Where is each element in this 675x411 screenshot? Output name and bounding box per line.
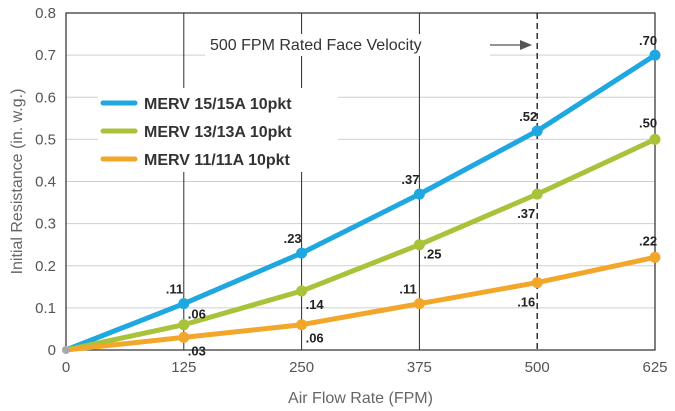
data-label: .11 [166,282,183,297]
x-tick-label: 125 [171,359,196,376]
y-axis-label: Initial Resistance (in. w.g.) [9,89,26,275]
x-tick-label: 625 [642,359,667,376]
series-line [63,136,658,353]
data-labels: .11 .23 .37 .52 .70 .06 .14 .25 .37 .50 .03 .06 .11.… [166,33,657,358]
x-tick-label: 0 [62,359,70,376]
data-point [413,239,425,251]
legend-label: MERV 11/11A 10pkt [144,152,291,169]
data-point [413,298,425,310]
x-tick-label: 375 [407,359,432,376]
y-tick-label: 0.7 [35,47,56,64]
x-tick-label: 500 [525,359,550,376]
annotation-group: 500 FPM Rated Face Velocity [205,13,538,350]
y-tick-label: 0.3 [35,216,56,233]
y-tick-label: 0.5 [35,131,56,148]
series-line [63,52,658,353]
y-tick-label: 0.4 [35,174,56,191]
plot-frame [65,12,656,351]
data-label: .06 [188,307,206,322]
data-label: .16 [517,295,535,310]
data-point [178,319,190,331]
data-point [531,125,543,137]
x-axis-label: Air Flow Rate (FPM) [288,390,433,407]
data-label: .52 [519,109,537,124]
data-point [531,188,543,200]
data-point [296,285,308,297]
data-point [296,319,308,331]
data-point [531,277,543,289]
data-label: .03 [188,343,206,358]
data-label: .11 [399,282,416,297]
y-tick-label: 0.6 [35,89,56,106]
annotation-arrowhead [520,40,532,50]
data-label: .06 [306,331,324,346]
y-tick-label: 0.1 [35,300,56,317]
data-point [413,188,425,200]
data-point [649,251,661,263]
data-point [649,49,661,61]
data-label: .22 [639,233,657,248]
data-point [178,298,190,310]
axes: 0 0.1 0.2 0.3 0.4 0.5 0.6 0.7 0.8 0 125 250 375 500 62… [35,5,667,376]
legend-label: MERV 15/15A 10pkt [144,96,292,113]
legend-label: MERV 13/13A 10pkt [144,124,292,141]
data-label: .14 [306,297,325,312]
data-label: .37 [401,172,419,187]
data-label: .23 [284,231,302,246]
data-label: .50 [639,115,657,130]
data-point [296,247,308,259]
data-label: .37 [517,206,535,221]
y-tick-label: 0.8 [35,5,56,22]
x-tick-label: 250 [289,359,314,376]
data-point [649,133,661,145]
y-tick-label: 0 [48,342,56,359]
y-tick-label: 0.2 [35,258,56,275]
annotation-background [205,34,490,56]
data-label: .70 [639,33,657,48]
annotation-text: 500 FPM Rated Face Velocity [210,37,422,54]
data-label: .25 [423,247,441,262]
series-line [63,254,658,353]
data-point [178,331,190,343]
series-lines [62,49,661,354]
legend: MERV 15/15A 10pkt MERV 13/13A 10pkt MERV 1… [98,88,338,172]
origin-point [62,346,70,354]
legend-background [98,88,338,172]
